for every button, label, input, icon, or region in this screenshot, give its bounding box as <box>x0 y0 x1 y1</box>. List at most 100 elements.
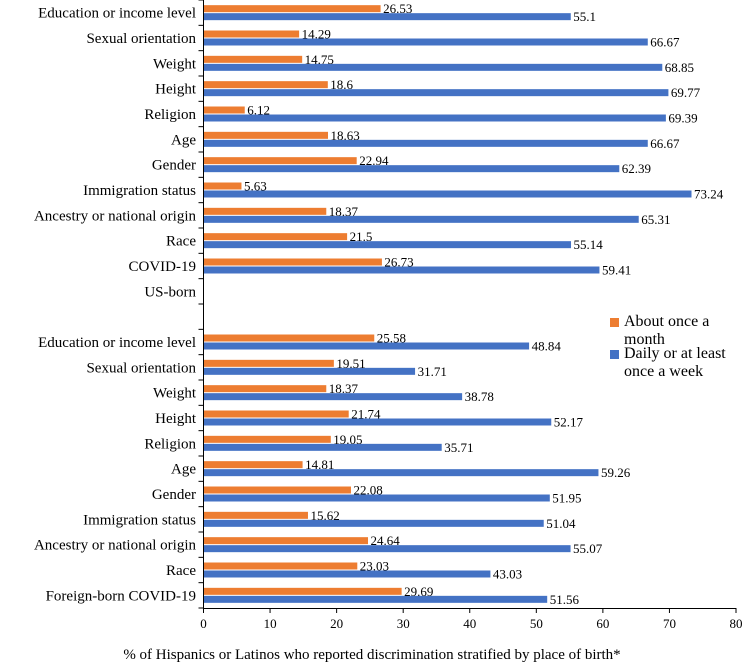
bar-weekly <box>204 595 548 603</box>
category-label: US-born <box>144 284 196 300</box>
x-tick-label: 50 <box>530 616 543 631</box>
data-label-weekly: 52.17 <box>554 415 584 430</box>
bar-weekly <box>204 570 491 578</box>
bar-monthly <box>204 334 375 342</box>
category-label: Sexual orientation <box>86 31 196 47</box>
data-label-weekly: 55.07 <box>573 541 603 556</box>
bar-weekly <box>204 494 550 502</box>
data-label-monthly: 26.53 <box>383 1 412 16</box>
x-tick-label: 30 <box>397 616 410 631</box>
bar-monthly <box>204 385 327 393</box>
data-label-monthly: 15.62 <box>310 508 339 523</box>
data-label-weekly: 51.95 <box>552 491 581 506</box>
data-label-monthly: 14.81 <box>305 457 334 472</box>
data-label-monthly: 21.5 <box>350 229 373 244</box>
category-label: Gender <box>152 158 196 174</box>
bar-monthly <box>204 106 245 114</box>
category-label: Sexual orientation <box>86 360 196 376</box>
category-label: Education or income level <box>38 6 196 22</box>
data-label-monthly: 14.29 <box>302 27 331 42</box>
x-ticks: 0 10 20 30 40 50 60 70 80 <box>200 608 743 631</box>
bar-weekly <box>204 139 648 147</box>
bar-monthly <box>204 359 334 367</box>
data-label-weekly: 66.67 <box>650 35 680 50</box>
x-tick-label: 60 <box>596 616 609 631</box>
bar-monthly <box>204 182 242 190</box>
data-label-monthly: 26.73 <box>384 255 413 270</box>
data-label-monthly: 18.6 <box>330 77 353 92</box>
bar-monthly <box>204 435 331 443</box>
data-label-weekly: 66.67 <box>650 136 680 151</box>
bar-weekly <box>204 241 572 249</box>
bar-weekly <box>204 443 442 451</box>
data-label-weekly: 59.41 <box>602 263 631 278</box>
bar-weekly <box>204 469 599 477</box>
data-label-weekly: 48.84 <box>532 339 562 354</box>
bar-monthly <box>204 486 351 494</box>
bar-monthly <box>204 131 329 139</box>
data-label-weekly: 43.03 <box>493 567 522 582</box>
bar-weekly <box>204 63 663 71</box>
bar-monthly <box>204 30 300 38</box>
x-tick-label: 0 <box>200 616 207 631</box>
legend: About once a month Daily or at least onc… <box>610 313 726 380</box>
data-label-weekly: 55.14 <box>574 237 604 252</box>
data-label-monthly: 21.74 <box>351 407 381 422</box>
data-label-weekly: 69.77 <box>671 85 701 100</box>
data-label-weekly: 38.78 <box>465 389 494 404</box>
data-label-weekly: 31.71 <box>418 364 447 379</box>
bar-monthly <box>204 55 303 63</box>
data-label-monthly: 18.63 <box>331 128 360 143</box>
x-tick-label: 70 <box>663 616 676 631</box>
bar-weekly <box>204 165 620 173</box>
x-tick-label: 40 <box>463 616 476 631</box>
bar-monthly <box>204 258 382 266</box>
value-labels: 26.53 55.1 14.29 66.67 14.75 68.85 18.6 69.77 6.… <box>244 1 724 607</box>
legend-swatch-weekly <box>610 350 619 359</box>
bar-monthly <box>204 410 349 418</box>
data-label-monthly: 18.37 <box>329 204 359 219</box>
legend-entry-monthly: About once a month <box>610 313 709 348</box>
bar-weekly <box>204 266 600 274</box>
bar-monthly <box>204 81 328 89</box>
category-label: Education or income level <box>38 335 196 351</box>
category-labels: Education or income level Sexual orientat… <box>34 6 197 605</box>
category-label: Weight <box>153 56 197 72</box>
bar-monthly <box>204 5 381 13</box>
category-label: Ancestry or national origin <box>34 538 197 554</box>
bar-weekly <box>204 190 692 198</box>
data-label-weekly: 55.1 <box>573 9 596 24</box>
data-label-monthly: 5.63 <box>244 179 267 194</box>
bar-weekly <box>204 545 571 553</box>
bar-monthly <box>204 461 303 469</box>
bar-weekly <box>204 342 530 350</box>
category-label: Religion <box>144 107 196 123</box>
category-label: Immigration status <box>83 183 196 199</box>
data-label-weekly: 51.56 <box>550 592 580 607</box>
bar-weekly <box>204 114 666 122</box>
category-label: Ancestry or national origin <box>34 208 197 224</box>
category-label: Age <box>171 462 196 478</box>
category-label: Height <box>155 411 197 427</box>
category-label: Weight <box>153 386 197 402</box>
data-label-weekly: 51.04 <box>546 516 576 531</box>
data-label-weekly: 62.39 <box>622 161 651 176</box>
data-label-monthly: 23.03 <box>360 559 389 574</box>
data-label-weekly: 69.39 <box>668 111 697 126</box>
x-tick-label: 80 <box>730 616 743 631</box>
category-label: Height <box>155 82 197 98</box>
bar-monthly <box>204 233 348 241</box>
category-label: Religion <box>144 436 196 452</box>
bar-monthly <box>204 157 357 165</box>
category-label: Foreign-born COVID-19 <box>46 588 196 604</box>
legend-swatch-monthly <box>610 318 619 327</box>
legend-label-weekly-line2: once a week <box>624 363 703 380</box>
data-label-monthly: 24.64 <box>371 533 401 548</box>
bar-monthly <box>204 562 358 570</box>
legend-label-weekly-line1: Daily or at least <box>624 345 726 362</box>
data-label-monthly: 6.12 <box>247 103 270 118</box>
bar-weekly <box>204 38 648 46</box>
bar-monthly <box>204 207 327 215</box>
data-label-monthly: 14.75 <box>305 52 334 67</box>
